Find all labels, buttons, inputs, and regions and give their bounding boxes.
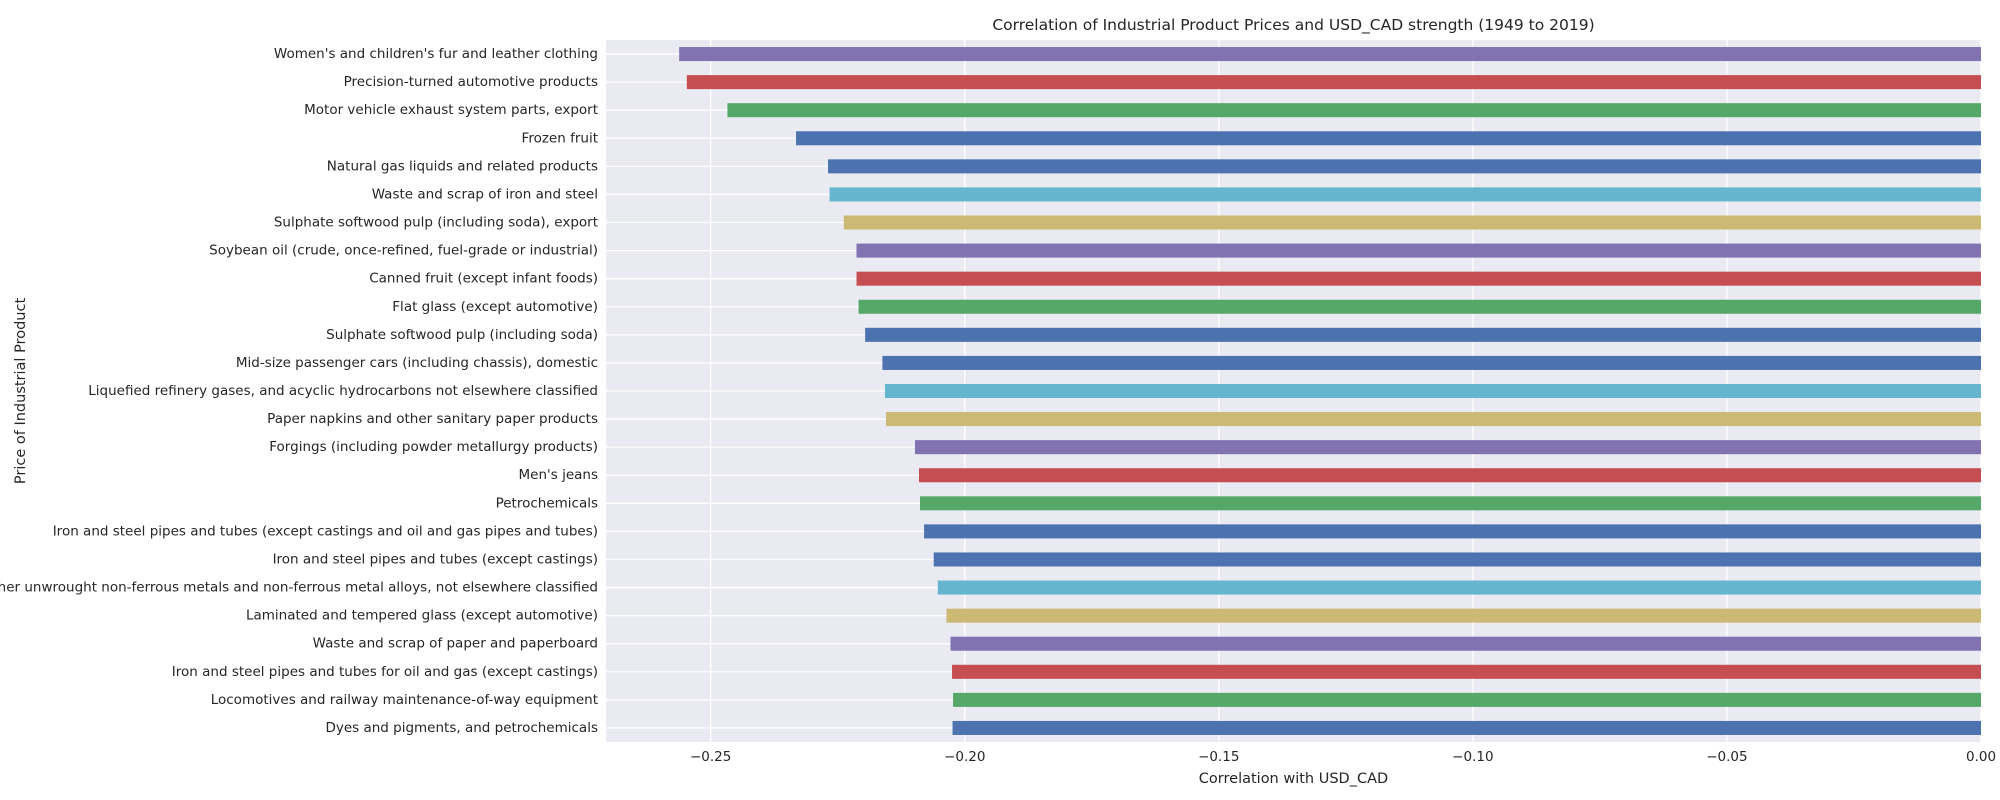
bar (952, 720, 1982, 735)
category-label: Men's jeans (519, 467, 598, 483)
category-label: Women's and children's fur and leather c… (274, 46, 598, 62)
bar (865, 327, 1981, 342)
bar (882, 355, 1981, 370)
category-label: Locomotives and railway maintenance-of-w… (211, 692, 598, 708)
category-label: Laminated and tempered glass (except aut… (246, 608, 598, 624)
x-tick-labels: −0.25 −0.20 −0.15 −0.10 −0.05 0.00 (690, 749, 1996, 765)
bar (914, 440, 1981, 455)
x-tick-label: −0.15 (1198, 749, 1239, 765)
category-label: Waste and scrap of paper and paperboard (313, 636, 598, 652)
x-tick-label: −0.20 (944, 749, 985, 765)
bar (952, 664, 1981, 679)
bar (856, 271, 1982, 286)
x-axis-label: Correlation with USD_CAD (1199, 771, 1388, 787)
category-label: Iron and steel pipes and tubes for oil a… (172, 664, 598, 680)
category-label: Sulphate softwood pulp (including soda) (326, 327, 598, 343)
bar (924, 524, 1982, 539)
bar (950, 636, 1981, 651)
bar (829, 187, 1982, 202)
x-tick-label: −0.25 (690, 749, 731, 765)
category-label: Flat glass (except automotive) (392, 299, 598, 315)
bar (796, 131, 1981, 146)
bar (933, 552, 1981, 567)
category-label: Paper napkins and other sanitary paper p… (267, 411, 598, 427)
category-label: Natural gas liquids and related products (327, 158, 598, 174)
category-label: Canned fruit (except infant foods) (369, 271, 598, 287)
bar (885, 412, 1981, 427)
bar (679, 47, 1982, 62)
category-label: Liquefied refinery gases, and acyclic hy… (88, 383, 598, 399)
bar (858, 299, 1981, 314)
bar (919, 468, 1982, 483)
category-labels: Women's and children's fur and leather c… (0, 46, 598, 736)
chart-title: Correlation of Industrial Product Prices… (992, 16, 1594, 35)
x-tick-label: −0.05 (1706, 749, 1747, 765)
category-label: Petrochemicals (496, 495, 598, 511)
category-label: Soybean oil (crude, once-refined, fuel-g… (209, 243, 598, 259)
bars (679, 47, 1982, 735)
bar (686, 75, 1981, 90)
category-label: Iron and steel pipes and tubes (except c… (53, 523, 598, 539)
category-label: Precision-turned automotive products (344, 74, 598, 90)
category-label: Other unwrought non-ferrous metals and n… (0, 580, 598, 596)
category-label: Frozen fruit (522, 130, 598, 146)
bar (727, 103, 1981, 118)
y-axis-label: Price of Industrial Product (13, 298, 29, 485)
bar (953, 692, 1981, 707)
x-tick-label: −0.10 (1452, 749, 1493, 765)
bar (920, 496, 1981, 511)
bar (843, 215, 1981, 230)
bar (937, 580, 1981, 595)
bar (856, 243, 1982, 258)
category-label: Forgings (including powder metallurgy pr… (269, 439, 598, 455)
category-label: Waste and scrap of iron and steel (372, 186, 598, 202)
category-label: Iron and steel pipes and tubes (except c… (273, 551, 598, 567)
bar (884, 383, 1982, 399)
x-tick-label: 0.00 (1966, 749, 1996, 765)
category-label: Sulphate softwood pulp (including soda),… (274, 215, 598, 231)
category-label: Motor vehicle exhaust system parts, expo… (304, 102, 598, 118)
bar (828, 159, 1981, 174)
bar (946, 608, 1981, 623)
category-label: Mid-size passenger cars (including chass… (236, 355, 598, 371)
category-label: Dyes and pigments, and petrochemicals (325, 720, 598, 736)
